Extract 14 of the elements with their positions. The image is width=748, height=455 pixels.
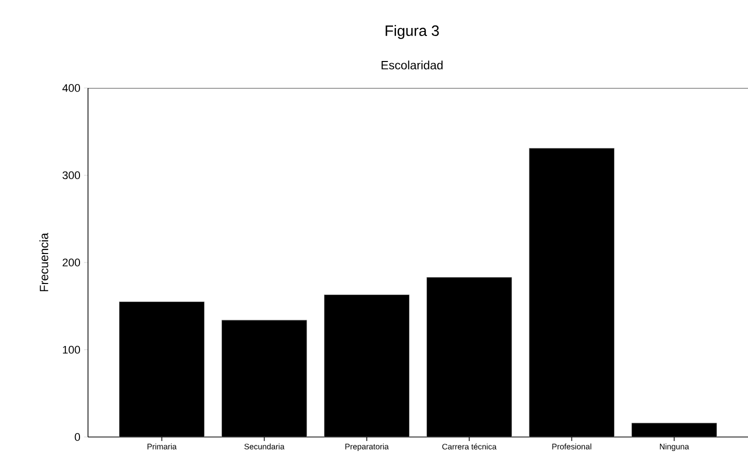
- chart-subtitle: Escolaridad: [382, 60, 443, 70]
- y-tick-label: 200: [62, 258, 80, 266]
- x-tick-label: Secundaria: [244, 444, 285, 450]
- y-tick-label: 400: [62, 84, 80, 92]
- y-tick-label: 300: [62, 171, 80, 180]
- chart-title: Figura 3: [386, 25, 439, 39]
- x-tick-label: Carrera técnica: [442, 444, 497, 450]
- x-tick-label: Ninguna: [660, 444, 690, 451]
- x-tick-label: Primaria: [148, 444, 177, 450]
- y-tick-label: 0: [74, 433, 80, 441]
- x-tick-label: Profesional: [552, 444, 592, 450]
- x-tick-label: Preparatoria: [345, 444, 389, 451]
- y-axis-title: Frecuencia: [39, 232, 48, 292]
- y-tick-label: 100: [62, 346, 80, 354]
